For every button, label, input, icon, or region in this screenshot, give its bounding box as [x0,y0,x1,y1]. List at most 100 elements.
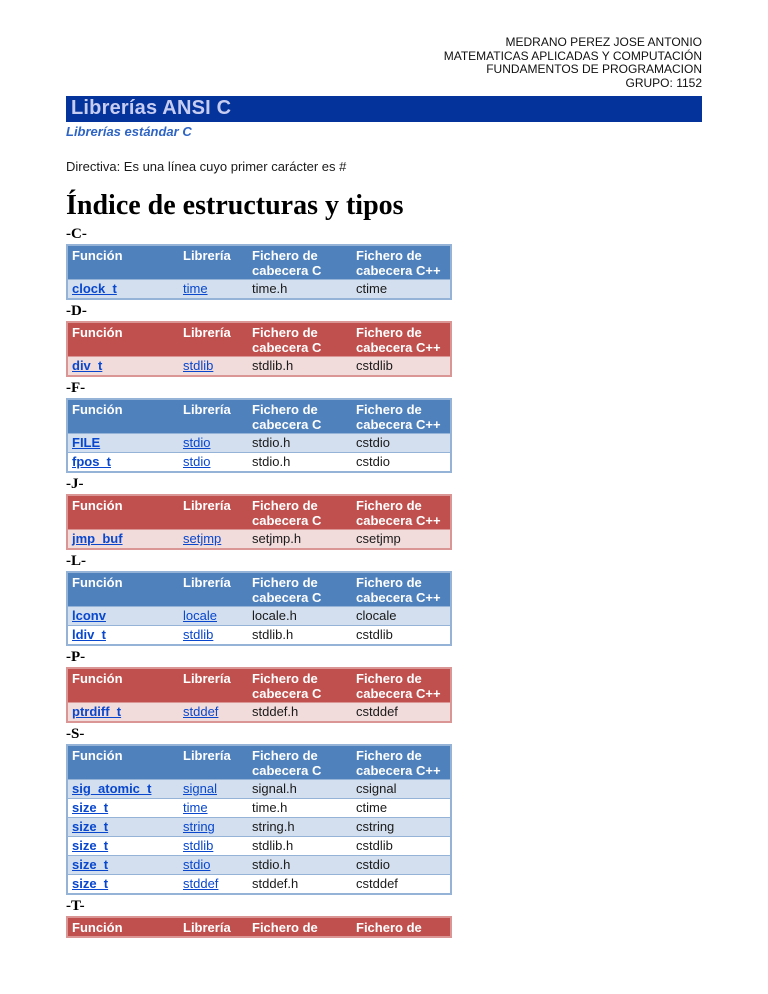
fichero-cpp-cell: cstdlib [352,356,451,376]
funcion-cell: lconv [67,606,179,626]
library-link[interactable]: stdlib [183,358,214,373]
fichero-cpp-cell: ctime [352,798,451,818]
function-link[interactable]: ldiv_t [72,627,106,642]
function-link[interactable]: ptrdiff_t [72,704,122,719]
section-letter: -F- [66,380,86,396]
column-header: Función [67,668,179,703]
function-link[interactable]: div_t [72,358,103,373]
table-header-row: Función Librería Fichero de Fichero de [67,917,451,937]
fichero-c-cell: stdlib.h [248,356,352,376]
column-header: Fichero de cabecera C [248,245,352,280]
table-header-row: Función Librería Fichero de cabecera C Fich… [67,668,451,703]
libreria-cell: stdlib [179,625,248,645]
libreria-cell: stdlib [179,836,248,856]
function-link[interactable]: sig_atomic_t [72,781,152,796]
table-row: div_t stdlib stdlib.h cstdlib [67,356,451,376]
library-link[interactable]: stddef [183,876,219,891]
libreria-cell: stdio [179,855,248,875]
column-header: Función [67,917,179,937]
fichero-cpp-cell: cstddef [352,874,451,894]
column-header: Fichero de cabecera C [248,668,352,703]
library-link[interactable]: time [183,800,208,815]
column-header: Fichero de cabecera C [248,495,352,530]
column-header: Fichero de [352,917,451,937]
libreria-cell: stddef [179,702,248,722]
function-link[interactable]: FILE [72,435,101,450]
section-letter: -L- [66,553,86,569]
table-header-row: Función Librería Fichero de cabecera C Fich… [67,745,451,780]
section-letter: -T- [66,898,85,914]
column-header: Función [67,399,179,434]
table-row: fpos_t stdio stdio.h cstdio [67,452,451,472]
libreria-cell: signal [179,779,248,799]
page-content: MEDRANO PEREZ JOSE ANTONIO MATEMATICAS A… [66,0,702,938]
table-header-row: Función Librería Fichero de cabecera C Fich… [67,399,451,434]
funcion-cell: size_t [67,874,179,894]
fichero-c-cell: signal.h [248,779,352,799]
function-link[interactable]: size_t [72,838,109,853]
library-link[interactable]: locale [183,608,217,623]
libreria-cell: stddef [179,874,248,894]
library-link[interactable]: string [183,819,215,834]
column-header: Fichero de cabecera C++ [352,495,451,530]
column-header: Fichero de cabecera C++ [352,572,451,607]
title-banner: Librerías ANSI C [66,96,702,122]
fichero-cpp-cell: cstdlib [352,625,451,645]
function-link[interactable]: clock_t [72,281,117,296]
column-header: Librería [179,322,248,357]
function-link[interactable]: size_t [72,876,109,891]
library-link[interactable]: time [183,281,208,296]
library-link[interactable]: stdio [183,435,211,450]
column-header: Función [67,322,179,357]
column-header: Librería [179,668,248,703]
library-link[interactable]: signal [183,781,217,796]
funcion-cell: jmp_buf [67,529,179,549]
column-header: Librería [179,399,248,434]
library-link[interactable]: stdlib [183,627,214,642]
fichero-cpp-cell: cstdio [352,855,451,875]
library-link[interactable]: stdio [183,454,211,469]
function-link[interactable]: jmp_buf [72,531,123,546]
fichero-cpp-cell: cstdio [352,452,451,472]
section-letter: -J- [66,476,84,492]
function-link[interactable]: size_t [72,857,109,872]
library-link[interactable]: stdio [183,857,211,872]
library-link[interactable]: stddef [183,704,219,719]
column-header: Función [67,572,179,607]
table-row: size_t stdio stdio.h cstdio [67,855,451,875]
function-link[interactable]: size_t [72,800,109,815]
library-link[interactable]: setjmp [183,531,222,546]
column-header: Librería [179,917,248,937]
library-link[interactable]: stdlib [183,838,214,853]
fichero-c-cell: locale.h [248,606,352,626]
table-row: size_t stddef stddef.h cstddef [67,874,451,894]
function-table: Función Librería Fichero de cabecera C Fich… [66,494,452,550]
table-header-row: Función Librería Fichero de cabecera C Fich… [67,495,451,530]
function-table: Función Librería Fichero de cabecera C Fich… [66,321,452,377]
function-link[interactable]: lconv [72,608,106,623]
column-header: Librería [179,495,248,530]
funcion-cell: clock_t [67,279,179,299]
fichero-c-cell: setjmp.h [248,529,352,549]
column-header: Fichero de cabecera C [248,322,352,357]
fichero-cpp-cell: cstddef [352,702,451,722]
function-link[interactable]: size_t [72,819,109,834]
funcion-cell: fpos_t [67,452,179,472]
fichero-cpp-cell: cstdio [352,433,451,453]
function-table: Función Librería Fichero de cabecera C Fich… [66,667,452,723]
fichero-c-cell: stdio.h [248,452,352,472]
column-header: Fichero de cabecera C++ [352,745,451,780]
column-header: Fichero de [248,917,352,937]
fichero-cpp-cell: cstdlib [352,836,451,856]
function-table: Función Librería Fichero de cabecera C Fich… [66,398,452,473]
libreria-cell: time [179,798,248,818]
table-header-row: Función Librería Fichero de cabecera C Fich… [67,245,451,280]
table-row: ptrdiff_t stddef stddef.h cstddef [67,702,451,722]
function-link[interactable]: fpos_t [72,454,111,469]
funcion-cell: ptrdiff_t [67,702,179,722]
